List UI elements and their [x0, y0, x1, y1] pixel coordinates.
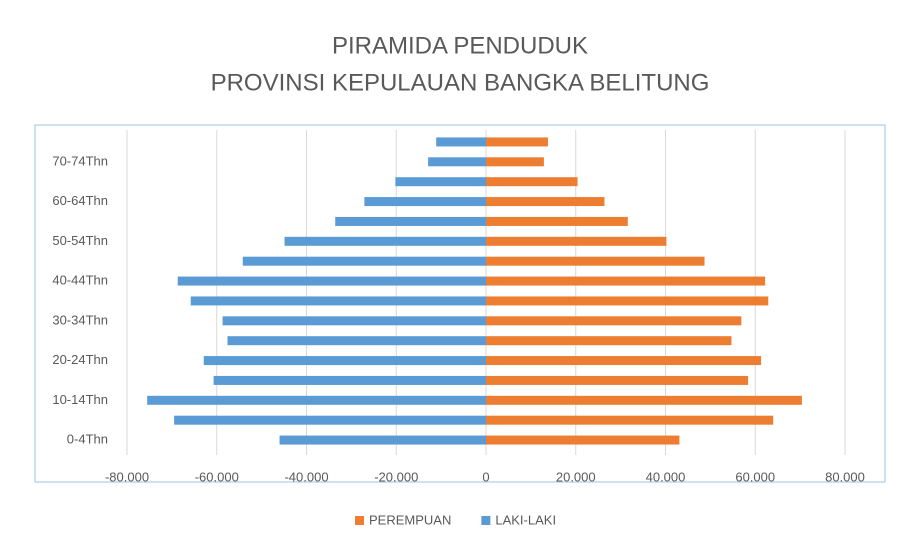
bar — [147, 395, 486, 405]
x-tick-label: -20.000 — [374, 469, 418, 484]
legend-swatch — [355, 516, 364, 525]
x-tick-label: 80.000 — [825, 469, 865, 484]
y-tick-label: 60-64Thn — [52, 193, 108, 208]
bar — [364, 197, 486, 207]
bar — [486, 177, 578, 187]
bar — [213, 375, 486, 385]
chart-subtitle: PROVINSI KEPULAUAN BANGKA BELITUNG — [211, 69, 710, 96]
x-tick-label: 0 — [482, 469, 489, 484]
bar — [486, 336, 732, 346]
bar — [436, 137, 486, 147]
y-tick-label: 50-54Thn — [52, 233, 108, 248]
x-tick-label: -80.000 — [105, 469, 149, 484]
bar — [279, 435, 486, 445]
legend-label: PEREMPUAN — [369, 512, 451, 527]
bar — [203, 356, 486, 366]
x-tick-label: -60.000 — [195, 469, 239, 484]
bar — [486, 316, 742, 326]
legend-label: LAKI-LAKI — [495, 512, 556, 527]
bar — [190, 296, 486, 306]
bar — [395, 177, 486, 187]
bar — [486, 296, 769, 306]
bar — [486, 236, 667, 246]
x-tick-label: -40.000 — [284, 469, 328, 484]
bar — [486, 435, 680, 445]
y-tick-label: 70-74Thn — [52, 153, 108, 168]
bar — [486, 137, 548, 147]
bar — [486, 157, 544, 167]
bar — [174, 415, 486, 425]
x-tick-label: 40.000 — [646, 469, 686, 484]
bar — [227, 336, 486, 346]
y-tick-label: 0-4Thn — [67, 432, 108, 447]
bar — [486, 395, 802, 405]
bar — [486, 256, 705, 266]
bar — [486, 216, 628, 226]
bar — [486, 197, 605, 207]
y-tick-label: 10-14Thn — [52, 392, 108, 407]
bar — [177, 276, 487, 286]
bar — [486, 375, 749, 385]
x-tick-label: 20.000 — [556, 469, 596, 484]
bar — [486, 276, 766, 286]
chart-title: PIRAMIDA PENDUDUK — [332, 32, 588, 59]
bar — [242, 256, 486, 266]
y-tick-label: 40-44Thn — [52, 273, 108, 288]
plot-border — [34, 124, 886, 483]
y-tick-label: 20-24Thn — [52, 352, 108, 367]
bar — [335, 216, 486, 226]
x-tick-label: 60.000 — [735, 469, 775, 484]
bar — [222, 316, 487, 326]
bar — [486, 415, 774, 425]
y-tick-label: 30-34Thn — [52, 312, 108, 327]
bar — [284, 236, 486, 246]
bar — [486, 356, 762, 366]
bar — [428, 157, 486, 167]
legend-swatch — [481, 516, 491, 525]
